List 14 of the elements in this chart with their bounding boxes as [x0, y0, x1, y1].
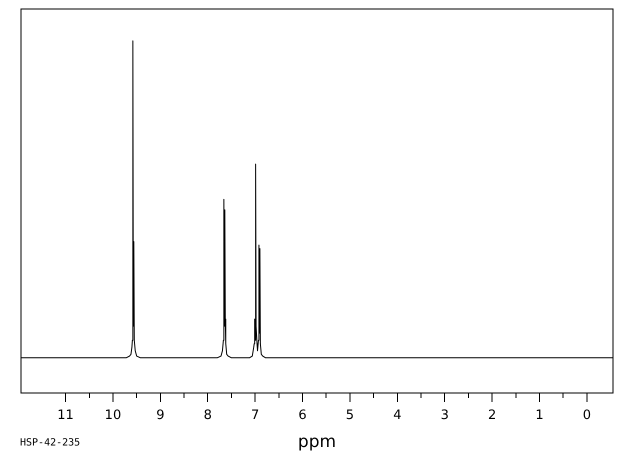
x-tick-label: 2: [488, 408, 496, 424]
x-tick-label: 8: [204, 408, 212, 424]
x-axis-title: ppm: [298, 432, 336, 452]
x-tick-label: 6: [298, 408, 307, 424]
x-tick-label: 9: [156, 408, 164, 424]
x-tick-label: 7: [251, 408, 260, 424]
x-tick-label: 4: [393, 408, 402, 424]
text: HSP-42-235: [20, 438, 80, 449]
x-tick-label: 11: [57, 408, 74, 424]
x-tick-label: 0: [582, 408, 592, 424]
x-tick-label: 10: [104, 408, 122, 424]
x-tick-label: 1: [535, 408, 544, 424]
x-tick-label: 3: [440, 408, 449, 424]
x-tick-label: 5: [346, 408, 354, 424]
